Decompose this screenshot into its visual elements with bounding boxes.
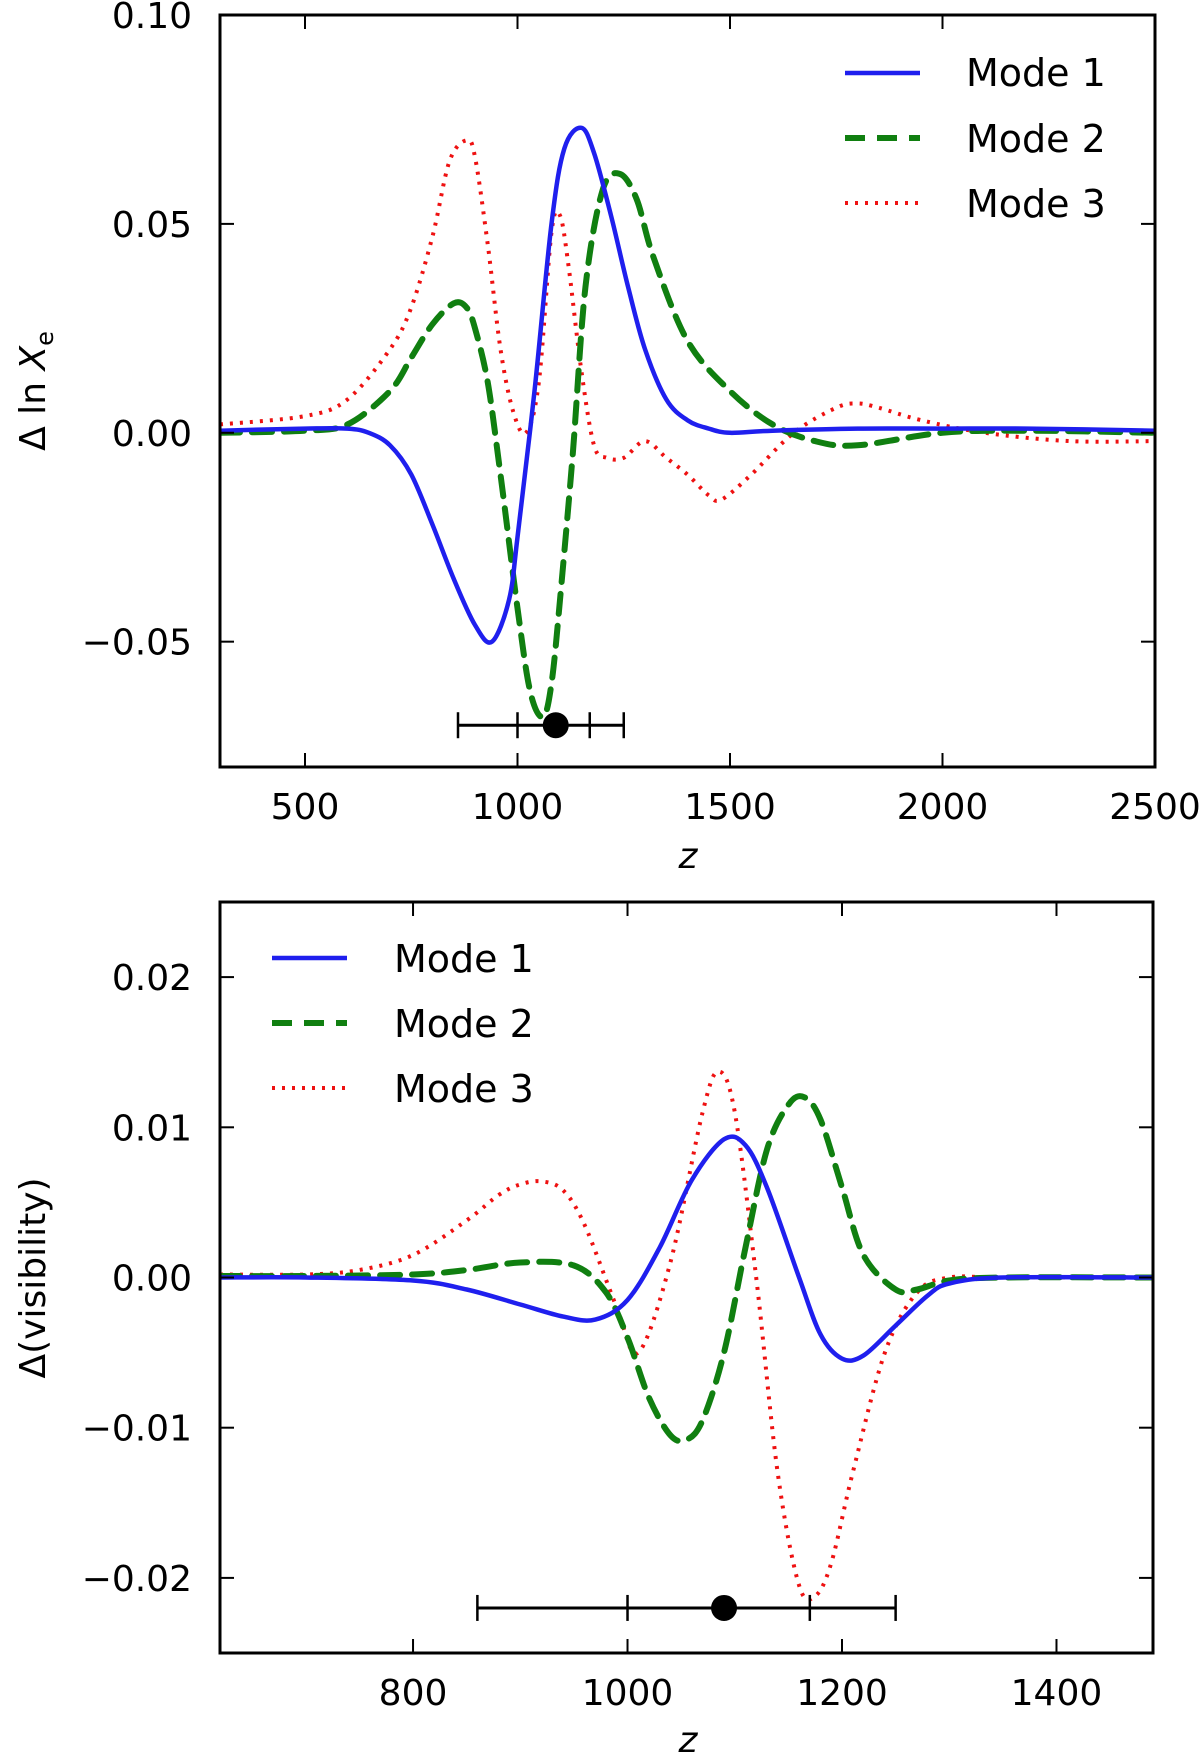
top-ytick-label: −0.05 — [82, 623, 192, 664]
bottom-xtick-label: 1000 — [582, 1673, 674, 1714]
bottom-ytick-label: 0.02 — [112, 958, 192, 999]
top-x-axis-label: z — [678, 836, 699, 877]
bottom-errorbar — [476, 1594, 897, 1621]
top-xtick-label: 1000 — [472, 787, 564, 828]
bottom-errorbar-point — [711, 1594, 738, 1621]
top-panel: 500 1000 1500 2000 2500 −0.05 0.00 0.05 0.10 Mod… — [13, 0, 1200, 877]
top-series-mode1-line — [220, 125, 1155, 645]
bottom-series-mode2-line — [220, 1093, 1153, 1445]
bottom-legend-mode1-label: Mode 1 — [394, 937, 534, 981]
top-errorbar — [456, 712, 625, 739]
bottom-legend-mode2-label: Mode 2 — [394, 1002, 534, 1046]
top-xtick-label: 500 — [271, 787, 340, 828]
bottom-xtick-label: 800 — [379, 1673, 448, 1714]
top-ytick-label: 0.10 — [112, 0, 192, 37]
top-xtick-label: 2000 — [897, 787, 989, 828]
bottom-ticks: 800 1000 1200 1400 −0.02 −0.01 0.00 0.01 0.02 — [82, 902, 1153, 1714]
top-legend-mode3-label: Mode 3 — [966, 182, 1106, 226]
top-ticks: 500 1000 1500 2000 2500 −0.05 0.00 0.05 0.10 — [82, 0, 1200, 828]
bottom-series-group — [220, 1069, 1153, 1602]
bottom-ytick-label: −0.01 — [82, 1409, 192, 1450]
top-legend-mode1-label: Mode 1 — [966, 51, 1106, 95]
top-legend: Mode 1 Mode 2 Mode 3 — [845, 51, 1106, 226]
bottom-legend-mode3-label: Mode 3 — [394, 1067, 534, 1111]
top-xtick-label: 1500 — [684, 787, 776, 828]
bottom-xtick-label: 1400 — [1011, 1673, 1103, 1714]
bottom-y-axis-label: Δ(visibility) — [13, 1177, 54, 1378]
bottom-series-mode1-line — [220, 1134, 1153, 1363]
top-legend-mode2-label: Mode 2 — [966, 117, 1106, 161]
bottom-ytick-label: 0.01 — [112, 1108, 192, 1149]
bottom-ytick-label: 0.00 — [112, 1259, 192, 1300]
bottom-xtick-label: 1200 — [796, 1673, 888, 1714]
bottom-ytick-label: −0.02 — [82, 1559, 192, 1600]
bottom-series-mode3-line — [220, 1069, 1153, 1602]
top-ytick-label: 0.05 — [112, 205, 192, 246]
bottom-legend: Mode 1 Mode 2 Mode 3 — [272, 937, 534, 1111]
bottom-x-axis-label: z — [678, 1720, 699, 1755]
top-series-mode3-line — [220, 138, 1155, 504]
top-series-group — [220, 125, 1155, 720]
top-ytick-label: 0.00 — [112, 414, 192, 455]
bottom-panel: 800 1000 1200 1400 −0.02 −0.01 0.00 0.01 0.02 Mo… — [13, 900, 1155, 1755]
top-xtick-label: 2500 — [1109, 787, 1200, 828]
top-axes-frame — [218, 13, 1157, 769]
top-errorbar-point — [542, 712, 569, 739]
top-y-axis-label: Δ ln Xe — [13, 331, 59, 451]
